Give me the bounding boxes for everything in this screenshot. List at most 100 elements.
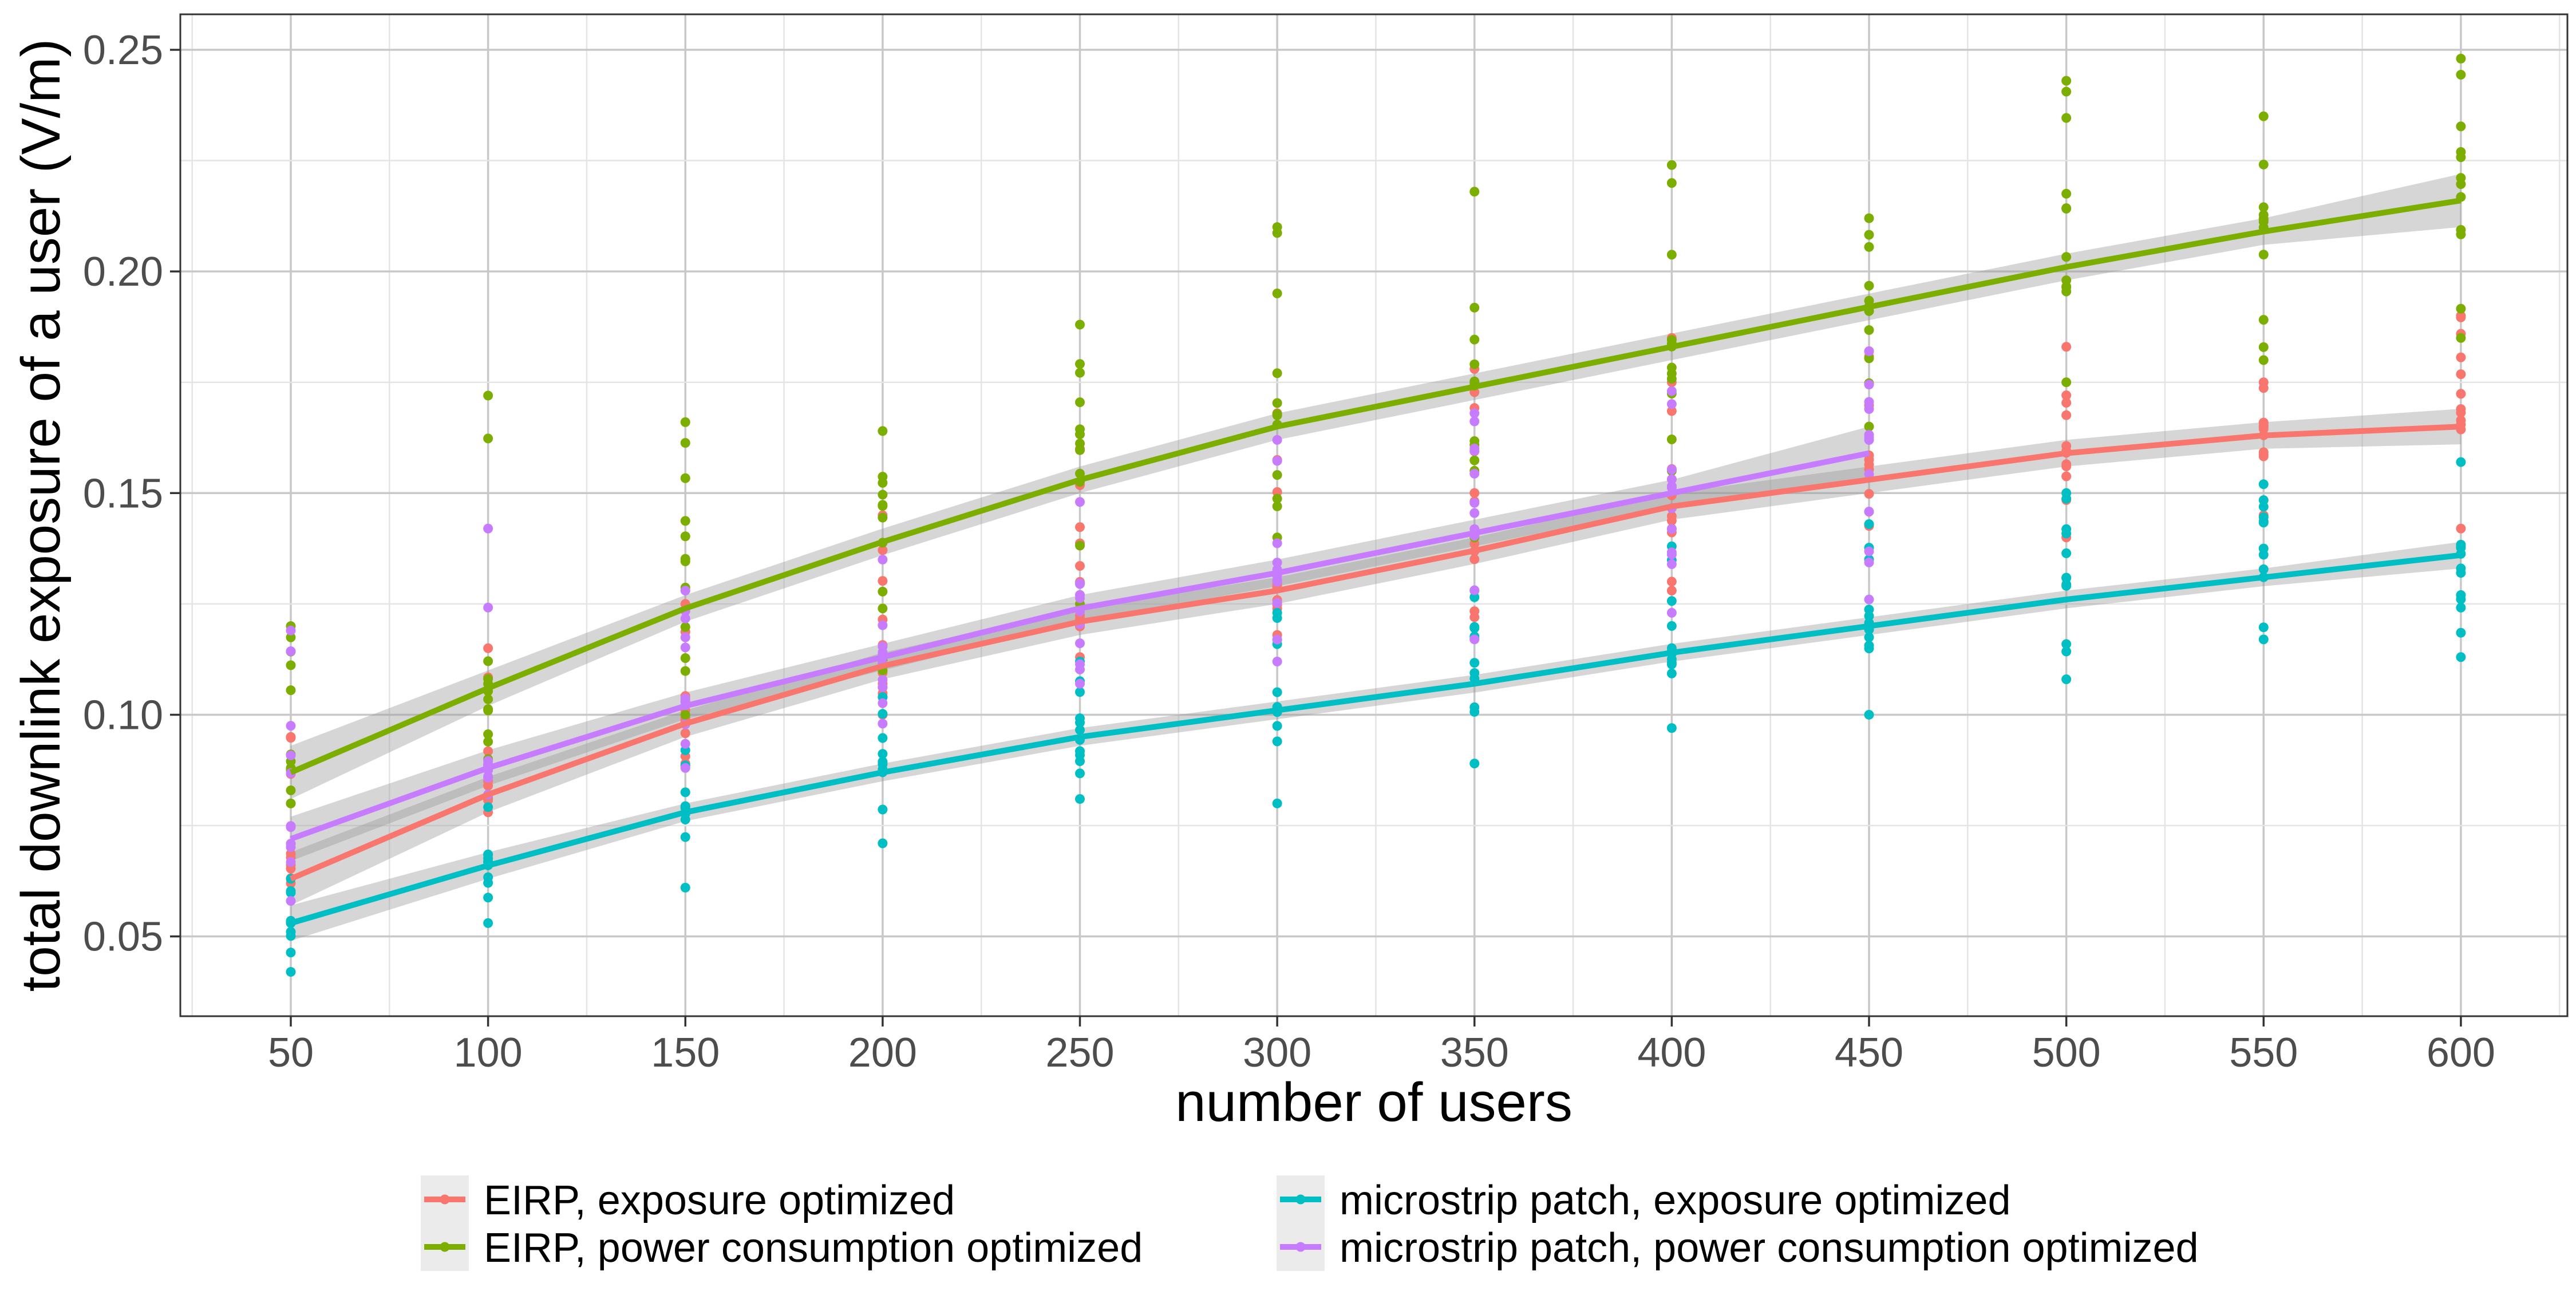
data-point <box>1666 515 1677 526</box>
data-point <box>1469 622 1480 632</box>
data-point <box>286 721 296 731</box>
x-tick-label: 150 <box>651 1030 720 1076</box>
data-point <box>1075 497 1085 507</box>
data-point <box>2061 286 2072 297</box>
data-point <box>2061 639 2072 649</box>
data-point <box>1075 756 1085 767</box>
data-point <box>1272 288 1282 298</box>
data-point <box>2061 441 2072 451</box>
data-point <box>1272 470 1282 480</box>
x-tick-label: 300 <box>1243 1030 1311 1076</box>
data-point <box>1666 250 1677 260</box>
data-point <box>2456 179 2466 189</box>
data-point <box>286 646 296 657</box>
x-tick-label: 250 <box>1045 1030 1114 1076</box>
data-point <box>2258 622 2269 633</box>
data-point <box>1075 768 1085 779</box>
data-point <box>1272 657 1282 667</box>
data-point <box>2456 563 2466 574</box>
data-point <box>1469 702 1480 712</box>
data-point <box>1864 421 1874 432</box>
data-point <box>680 556 690 566</box>
data-point <box>2061 76 2072 86</box>
data-point <box>1272 228 1282 238</box>
data-point <box>2456 404 2466 414</box>
data-point <box>2061 252 2072 262</box>
legend-key-point <box>440 1194 450 1205</box>
plot-panel-border <box>179 13 2569 1017</box>
data-point <box>1666 657 1677 668</box>
data-point <box>1272 538 1282 548</box>
data-point <box>1864 346 1874 356</box>
y-tick-label: 0.05 <box>83 914 163 960</box>
data-point <box>286 857 296 867</box>
data-point <box>1272 721 1282 731</box>
data-point <box>2258 564 2269 574</box>
data-point <box>1075 687 1085 697</box>
data-point <box>2258 111 2269 121</box>
data-point <box>1075 746 1085 756</box>
y-axis-title: total downlink exposure of a user (V/m) <box>10 39 72 992</box>
data-point <box>1666 607 1677 618</box>
data-point <box>1272 598 1282 608</box>
x-tick-label: 50 <box>268 1030 314 1076</box>
data-point <box>286 785 296 795</box>
data-point <box>1469 498 1480 508</box>
data-point <box>2456 369 2466 380</box>
data-point <box>1864 709 1874 720</box>
data-point <box>2456 53 2466 64</box>
data-point <box>2061 275 2072 286</box>
data-point <box>483 746 493 756</box>
data-point <box>878 545 888 555</box>
x-tick-label: 400 <box>1637 1030 1706 1076</box>
data-point <box>1075 359 1085 369</box>
data-point <box>1075 540 1085 551</box>
data-point <box>2258 451 2269 461</box>
data-point <box>1666 596 1677 606</box>
data-point <box>1469 468 1480 479</box>
data-point <box>1272 493 1282 504</box>
data-point <box>878 709 888 719</box>
data-point <box>680 622 690 632</box>
data-point <box>1272 501 1282 511</box>
fit-line <box>290 552 2462 926</box>
legend-item: EIRP, power consumption optimized <box>421 1223 1143 1271</box>
data-point <box>2061 113 2072 123</box>
data-point <box>878 620 888 630</box>
data-point <box>1864 230 1874 240</box>
legend-label: EIRP, power consumption optimized <box>484 1225 1143 1271</box>
data-point <box>1469 436 1480 447</box>
data-point <box>680 763 690 773</box>
data-point <box>483 433 493 444</box>
y-tick-label: 0.20 <box>83 249 163 295</box>
data-point <box>680 882 690 893</box>
data-point <box>1075 713 1085 724</box>
data-point <box>1272 409 1282 419</box>
data-point <box>1075 579 1085 589</box>
data-point <box>1075 522 1085 532</box>
x-axis-title: number of users <box>1175 1072 1573 1133</box>
data-point <box>2456 627 2466 638</box>
data-point <box>1469 658 1480 668</box>
data-point <box>2061 188 2072 199</box>
data-point <box>1864 432 1874 443</box>
legend-item: EIRP, exposure optimized <box>421 1175 955 1223</box>
data-point <box>1469 759 1480 769</box>
data-point <box>680 832 690 842</box>
data-point <box>680 709 690 720</box>
data-point <box>1469 585 1480 595</box>
data-point <box>1666 178 1677 188</box>
data-point <box>1864 460 1874 470</box>
data-point <box>2258 383 2269 393</box>
data-point <box>2456 121 2466 132</box>
fit-lines <box>290 198 2462 926</box>
data-point <box>2456 539 2466 550</box>
data-point <box>2061 410 2072 420</box>
data-point <box>1666 577 1677 587</box>
data-point <box>483 523 493 534</box>
data-point <box>1469 359 1480 369</box>
data-point <box>1666 559 1677 569</box>
